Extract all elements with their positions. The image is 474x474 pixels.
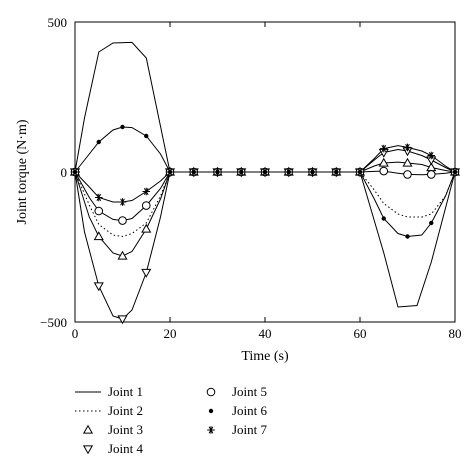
data-point-joint-7 bbox=[189, 168, 198, 176]
legend-swatch bbox=[208, 408, 214, 414]
data-point-joint-4 bbox=[93, 282, 104, 292]
legend-label: Joint 3 bbox=[108, 422, 143, 437]
data-point-joint-7 bbox=[427, 151, 436, 160]
legend-swatch bbox=[207, 426, 215, 434]
series-line-joint-2 bbox=[74, 171, 456, 238]
data-point-joint-3 bbox=[117, 250, 128, 260]
x-tick-label: 0 bbox=[72, 326, 79, 341]
y-tick-label: 0 bbox=[61, 165, 68, 180]
data-point-joint-7 bbox=[71, 168, 79, 176]
data-point-joint-6 bbox=[144, 133, 149, 139]
y-axis-label: Joint torque (N·m) bbox=[15, 119, 30, 224]
data-point-joint-5 bbox=[118, 216, 127, 225]
data-point-joint-3 bbox=[378, 157, 389, 167]
data-point-joint-7 bbox=[118, 198, 127, 206]
data-point-joint-7 bbox=[237, 168, 246, 176]
data-point-joint-4 bbox=[117, 315, 128, 325]
data-point-joint-7 bbox=[166, 168, 174, 176]
x-axis-label: Time (s) bbox=[241, 349, 289, 364]
x-tick-label: 20 bbox=[164, 326, 177, 341]
data-point-joint-7 bbox=[379, 144, 388, 153]
data-point-joint-7 bbox=[451, 168, 459, 176]
data-point-joint-7 bbox=[403, 143, 412, 152]
y-tick-label: 500 bbox=[48, 15, 68, 30]
legend-label: Joint 1 bbox=[108, 384, 143, 399]
legend-label: Joint 2 bbox=[108, 403, 143, 418]
data-point-joint-6 bbox=[381, 216, 386, 221]
data-point-joint-7 bbox=[142, 187, 151, 196]
data-point-joint-6 bbox=[429, 220, 434, 226]
data-point-joint-6 bbox=[96, 139, 101, 145]
legend: Joint 1 Joint 2 Joint 3 Joint 4 Joint 5 … bbox=[75, 384, 268, 456]
data-point-joint-5 bbox=[141, 201, 151, 210]
legend-label: Joint 6 bbox=[232, 403, 268, 418]
series-markers bbox=[69, 124, 461, 325]
data-point-joint-7 bbox=[284, 168, 293, 176]
series-line-joint-5 bbox=[74, 170, 456, 222]
data-point-joint-5 bbox=[379, 166, 389, 176]
data-point-joint-7 bbox=[356, 168, 364, 176]
x-tick-label: 60 bbox=[354, 326, 367, 341]
legend-swatch bbox=[82, 445, 94, 455]
data-point-joint-6 bbox=[405, 234, 410, 239]
data-point-joint-5 bbox=[403, 170, 412, 179]
data-point-joint-6 bbox=[120, 124, 125, 130]
data-point-joint-3 bbox=[141, 223, 152, 233]
legend-label: Joint 7 bbox=[232, 422, 268, 437]
data-point-joint-7 bbox=[308, 168, 317, 176]
data-point-joint-7 bbox=[94, 193, 103, 202]
data-point-joint-7 bbox=[261, 168, 269, 176]
data-point-joint-7 bbox=[213, 168, 222, 176]
legend-label: Joint 5 bbox=[232, 384, 267, 399]
x-tick-label: 40 bbox=[259, 326, 272, 341]
data-point-joint-5 bbox=[426, 170, 436, 179]
legend-label: Joint 4 bbox=[108, 441, 144, 456]
series-line-joint-6 bbox=[74, 126, 456, 238]
y-tick-label: −500 bbox=[40, 315, 67, 330]
data-point-joint-3 bbox=[93, 231, 104, 241]
data-point-joint-7 bbox=[332, 168, 341, 176]
data-point-joint-3 bbox=[402, 157, 413, 167]
legend-swatch bbox=[82, 424, 94, 434]
legend-swatch bbox=[206, 387, 216, 397]
data-point-joint-5 bbox=[94, 206, 104, 216]
data-point-joint-4 bbox=[141, 268, 152, 278]
x-tick-label: 80 bbox=[449, 326, 462, 341]
series-lines bbox=[74, 41, 456, 320]
